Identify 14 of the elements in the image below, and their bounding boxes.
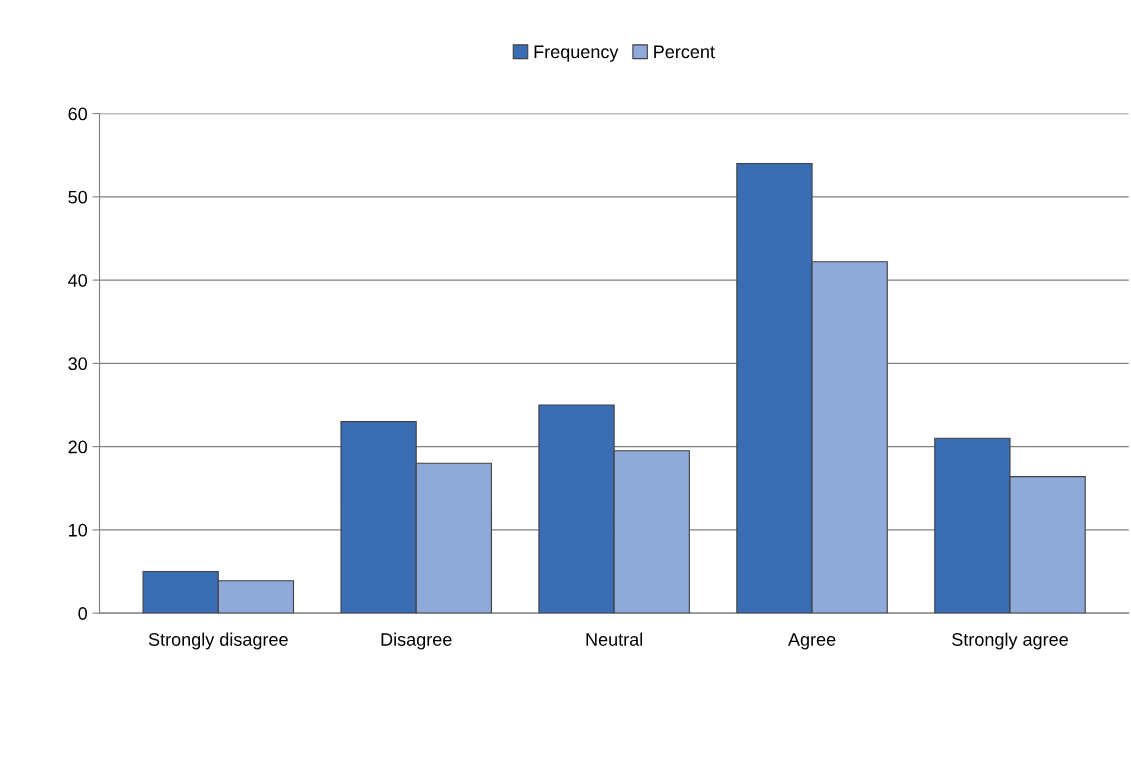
- y-tick-label: 0: [78, 607, 88, 620]
- y-tick-label: 60: [68, 107, 88, 121]
- y-tick-label: 30: [68, 357, 88, 371]
- legend-label: Percent: [654, 45, 715, 59]
- y-tick-label: 20: [68, 440, 88, 454]
- x-tick-label: Neutral: [586, 632, 643, 646]
- y-tick-label: 40: [68, 274, 88, 287]
- x-tick-label: Strongly disagree: [148, 632, 288, 650]
- x-tick-label: Agree: [788, 633, 836, 650]
- legend-label: Frequency: [534, 45, 619, 62]
- x-tick-label: Strongly agree: [952, 632, 1068, 650]
- y-tick-label: 50: [68, 190, 88, 204]
- x-tick-label: Disagree: [381, 632, 452, 650]
- y-tick-label: 10: [69, 523, 88, 537]
